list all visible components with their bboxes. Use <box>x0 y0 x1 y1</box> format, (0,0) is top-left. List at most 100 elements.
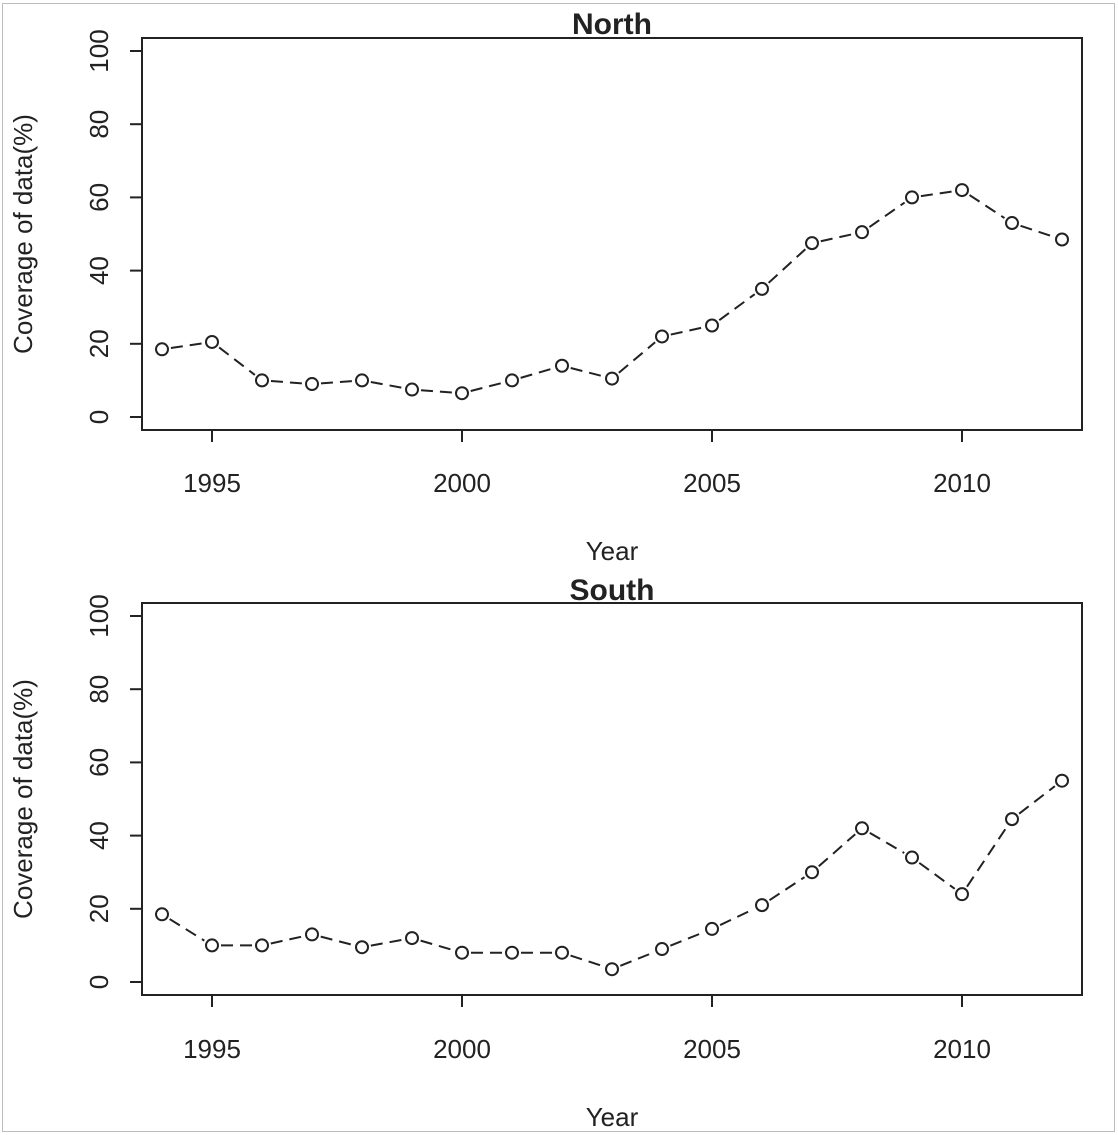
data-point <box>855 225 869 240</box>
data-point <box>805 236 819 251</box>
y-tick-label: 0 <box>84 410 114 424</box>
y-tick-label: 20 <box>84 329 114 358</box>
data-point <box>605 962 619 977</box>
series-line-segment <box>218 346 256 376</box>
data-point <box>905 190 919 205</box>
series-line-segment <box>618 341 656 374</box>
series-line-segment <box>420 389 454 394</box>
data-point <box>255 938 269 953</box>
y-axis-label: Coverage of data(%) <box>8 114 38 354</box>
x-tick-label: 2005 <box>683 1034 741 1064</box>
data-point <box>955 183 969 198</box>
series-line-segment <box>170 342 204 349</box>
x-tick-label: 2005 <box>683 468 741 498</box>
data-point <box>505 945 519 960</box>
data-point <box>305 927 319 942</box>
data-point <box>755 281 769 296</box>
series-line-segment <box>818 833 856 868</box>
figure-frame <box>2 3 1115 1132</box>
series-line-segment <box>968 194 1006 219</box>
y-tick-label: 100 <box>84 594 114 637</box>
series-line-segment <box>570 367 604 378</box>
x-tick-label: 2010 <box>933 468 991 498</box>
y-axis-label: Coverage of data(%) <box>8 679 38 919</box>
data-point <box>255 373 269 388</box>
chart-title: South <box>570 574 655 607</box>
series-line-segment <box>270 380 304 385</box>
data-point <box>705 921 719 936</box>
data-point <box>1055 232 1069 247</box>
series-line-segment <box>370 381 404 389</box>
data-point <box>505 373 519 388</box>
series-line-segment <box>320 935 354 946</box>
data-point <box>205 938 219 953</box>
series-line-segment <box>670 326 704 336</box>
series-line-segment <box>270 935 304 945</box>
series-line-segment <box>868 201 906 228</box>
x-tick-label: 2010 <box>933 1034 991 1064</box>
data-point <box>705 318 719 333</box>
data-point <box>655 942 669 957</box>
series-line-segment <box>869 831 905 854</box>
data-point <box>405 382 419 397</box>
x-tick-label: 2000 <box>433 1034 491 1064</box>
series-line-segment <box>470 381 504 392</box>
y-tick-label: 40 <box>84 821 114 850</box>
series-line-segment <box>619 951 655 967</box>
data-point <box>455 386 469 401</box>
data-point <box>855 821 869 836</box>
data-point <box>1005 216 1019 231</box>
x-tick-label: 1995 <box>183 468 241 498</box>
data-point <box>455 945 469 960</box>
chart-north: North 1995 2000 2005 2010 0 20 40 60 80 100 Year Cov… <box>8 8 1083 566</box>
series-line-segment <box>920 190 954 198</box>
series-line-segment <box>320 380 354 385</box>
y-tick-label: 80 <box>84 675 114 704</box>
data-point <box>155 342 169 357</box>
x-axis-label: Year <box>586 536 639 566</box>
series-line-segment <box>918 862 956 890</box>
data-point <box>355 940 369 955</box>
y-tick-label: 0 <box>84 975 114 989</box>
y-tick-label: 40 <box>84 256 114 285</box>
series-line-segment <box>719 908 755 926</box>
data-point <box>205 334 219 349</box>
data-point <box>1005 812 1019 827</box>
series-line-segment <box>768 876 806 902</box>
data-point <box>555 945 569 960</box>
series-line-segment <box>570 954 604 968</box>
data-point <box>1055 773 1069 788</box>
y-tick-label: 80 <box>84 110 114 139</box>
data-point <box>305 377 319 392</box>
plot-area-box <box>141 37 1083 431</box>
series-line-segment <box>767 248 807 284</box>
series-line-segment <box>169 918 205 942</box>
x-axis-label: Year <box>586 1102 639 1132</box>
data-point <box>155 907 169 922</box>
data-point <box>805 865 819 880</box>
data-point <box>905 850 919 865</box>
series-line-segment <box>1018 785 1056 815</box>
series-line-segment <box>370 938 404 947</box>
data-point <box>955 887 969 902</box>
data-point <box>405 931 419 946</box>
data-point <box>605 371 619 386</box>
y-tick-label: 60 <box>84 183 114 212</box>
series-line-segment <box>718 293 756 321</box>
chart-title: North <box>572 8 652 41</box>
series-line-segment <box>520 367 554 379</box>
series-line-segment <box>669 931 705 947</box>
data-point <box>555 358 569 373</box>
y-tick-label: 100 <box>84 29 114 72</box>
series-line-segment <box>420 939 454 952</box>
x-tick-label: 2000 <box>433 468 491 498</box>
chart-south: South 1995 2000 2005 2010 0 20 40 60 80 100 Year Cov… <box>8 574 1083 1132</box>
series-line-segment <box>820 233 854 243</box>
x-tick-label: 1995 <box>183 1034 241 1064</box>
data-point <box>755 898 769 913</box>
data-point <box>355 373 369 388</box>
y-tick-label: 20 <box>84 894 114 923</box>
y-tick-label: 60 <box>84 748 114 777</box>
plot-area-box <box>141 602 1083 996</box>
